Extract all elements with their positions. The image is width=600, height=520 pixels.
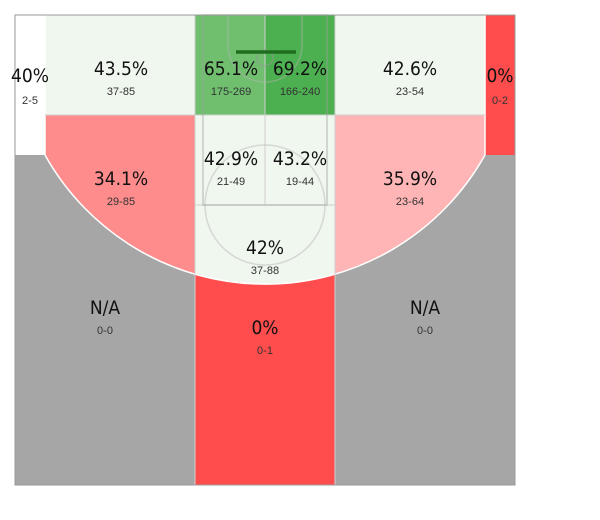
pct-right-elbow-mid: 35.9%: [383, 168, 437, 190]
zone-paint-left-restricted[interactable]: [195, 15, 265, 115]
fga-paint-right-non-ra: 19-44: [286, 176, 314, 188]
pct-left-wing-three: N/A: [90, 297, 121, 319]
pct-top-three: 0%: [251, 317, 278, 339]
pct-right-wing-baseline-mid: 42.6%: [383, 58, 437, 80]
zone-paint-right-restricted[interactable]: [265, 15, 335, 115]
fga-paint-right-restricted: 166-240: [280, 86, 320, 98]
zone-right-corner-three[interactable]: [485, 15, 515, 155]
pct-paint-right-restricted: 69.2%: [273, 58, 327, 80]
pct-paint-left-restricted: 65.1%: [204, 58, 258, 80]
zone-paint-left-non-ra[interactable]: [195, 115, 265, 205]
zone-left-corner-three[interactable]: [15, 15, 45, 155]
fga-left-corner-three: 2-5: [22, 95, 38, 107]
pct-left-corner-three: 40%: [11, 65, 49, 87]
pct-top-key-mid: 42%: [246, 237, 284, 259]
fga-paint-left-restricted: 175-269: [211, 86, 251, 98]
fga-right-elbow-mid: 23-64: [396, 196, 424, 208]
fga-right-corner-three: 0-2: [492, 95, 508, 107]
pct-paint-left-non-ra: 42.9%: [204, 148, 258, 170]
fga-left-wing-baseline-mid: 37-85: [107, 86, 135, 98]
fga-paint-left-non-ra: 21-49: [217, 176, 245, 188]
zone-labels: 40% 2-5 43.5% 37-85 65.1% 175-269 69.2% …: [11, 58, 514, 357]
fga-left-wing-three: 0-0: [97, 325, 113, 337]
fga-left-elbow-mid: 29-85: [107, 196, 135, 208]
zone-left-wing-baseline-mid[interactable]: [45, 15, 195, 115]
zone-paint-right-non-ra[interactable]: [265, 115, 335, 205]
pct-left-elbow-mid: 34.1%: [94, 168, 148, 190]
court-lines: [14, 14, 516, 486]
fga-top-key-mid: 37-88: [251, 265, 279, 277]
zone-top-key-mid[interactable]: [195, 205, 335, 405]
pct-right-wing-three: N/A: [410, 297, 441, 319]
fga-right-wing-three: 0-0: [417, 325, 433, 337]
zone-right-wing-baseline-mid[interactable]: [335, 15, 485, 115]
fga-top-three: 0-1: [257, 345, 273, 357]
pct-paint-right-non-ra: 43.2%: [273, 148, 327, 170]
fga-right-wing-baseline-mid: 23-54: [396, 86, 424, 98]
pct-right-corner-three: 0%: [486, 65, 513, 87]
pct-left-wing-baseline-mid: 43.5%: [94, 58, 148, 80]
